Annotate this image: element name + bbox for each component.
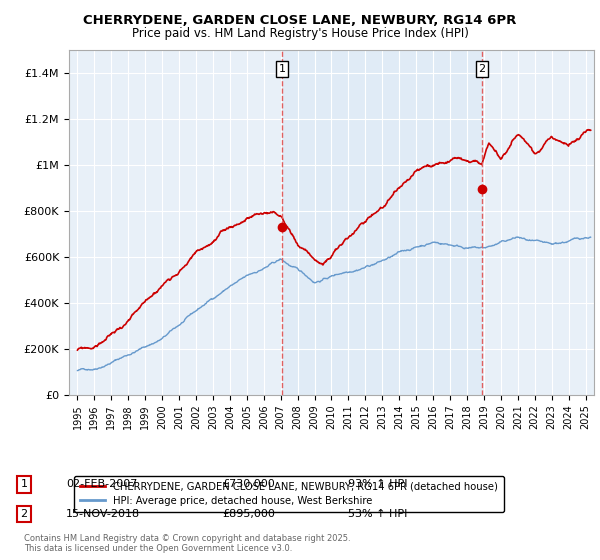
Text: 1: 1 bbox=[20, 479, 28, 489]
Text: 1: 1 bbox=[278, 64, 286, 74]
Text: CHERRYDENE, GARDEN CLOSE LANE, NEWBURY, RG14 6PR: CHERRYDENE, GARDEN CLOSE LANE, NEWBURY, … bbox=[83, 14, 517, 27]
Text: 2: 2 bbox=[20, 509, 28, 519]
Text: 53% ↑ HPI: 53% ↑ HPI bbox=[348, 509, 407, 519]
Text: 15-NOV-2018: 15-NOV-2018 bbox=[66, 509, 140, 519]
Bar bbox=[282, 50, 482, 395]
Text: Contains HM Land Registry data © Crown copyright and database right 2025.
This d: Contains HM Land Registry data © Crown c… bbox=[24, 534, 350, 553]
Legend: CHERRYDENE, GARDEN CLOSE LANE, NEWBURY, RG14 6PR (detached house), HPI: Average : CHERRYDENE, GARDEN CLOSE LANE, NEWBURY, … bbox=[74, 475, 504, 512]
Text: 02-FEB-2007: 02-FEB-2007 bbox=[66, 479, 137, 489]
Text: £895,000: £895,000 bbox=[222, 509, 275, 519]
Text: Price paid vs. HM Land Registry's House Price Index (HPI): Price paid vs. HM Land Registry's House … bbox=[131, 27, 469, 40]
Text: 2: 2 bbox=[478, 64, 485, 74]
Text: 93% ↑ HPI: 93% ↑ HPI bbox=[348, 479, 407, 489]
Text: £730,000: £730,000 bbox=[222, 479, 275, 489]
